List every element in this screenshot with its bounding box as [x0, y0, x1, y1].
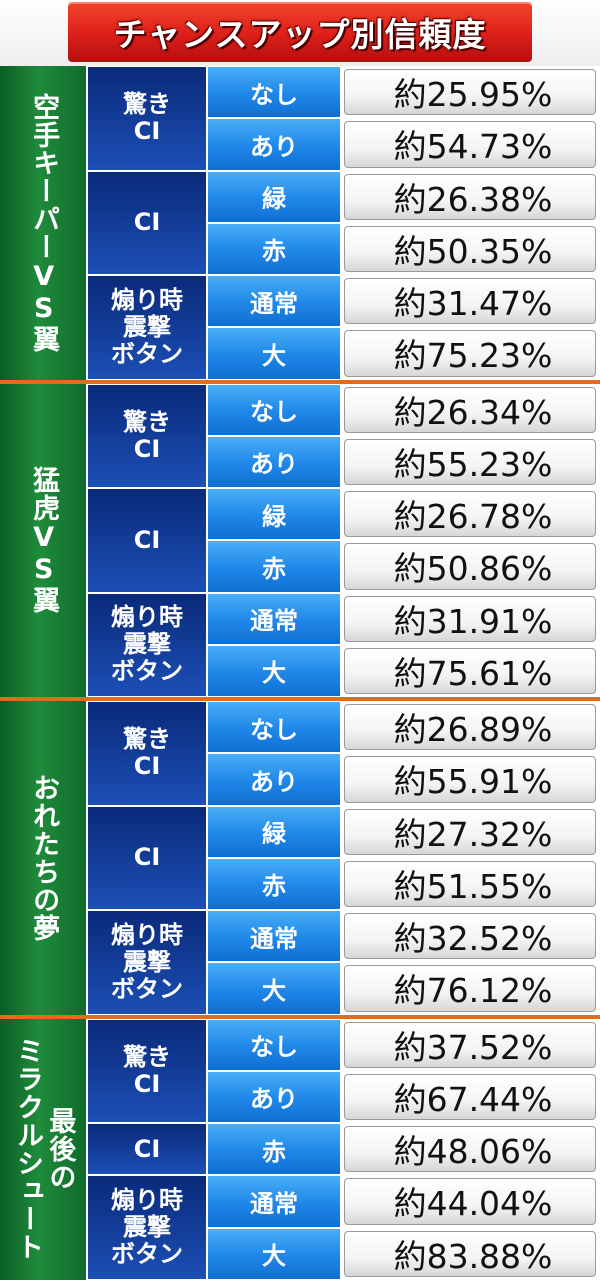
sub-category-cell: CI [88, 489, 206, 592]
option-cell: 大 [208, 328, 340, 379]
value-cell: 約50.35% [344, 225, 596, 272]
option-cell: あり [208, 754, 340, 805]
value-cell: 約26.38% [344, 173, 596, 220]
value-cell: 約50.86% [344, 543, 596, 590]
value-cell: 約25.95% [344, 69, 596, 116]
option-cell: 通常 [208, 1176, 340, 1227]
value-cell: 約75.23% [344, 330, 596, 377]
sub-category-cell: CI [88, 171, 206, 274]
option-cell: 緑 [208, 489, 340, 540]
option-cell: 緑 [208, 806, 340, 857]
sub-category-cell: 驚き CI [88, 67, 206, 170]
option-cell: あり [208, 119, 340, 170]
option-cell: 赤 [208, 223, 340, 274]
sub-category-cell: 煽り時 震撃 ボタン [88, 276, 206, 379]
value-cell: 約54.73% [344, 121, 596, 168]
option-cell: なし [208, 702, 340, 753]
sub-category-cell: 煽り時 震撃 ボタン [88, 1176, 206, 1279]
option-cell: 緑 [208, 171, 340, 222]
section-divider [0, 1014, 600, 1019]
sub-category-cell: 驚き CI [88, 1019, 206, 1122]
value-cell: 約48.06% [344, 1126, 596, 1173]
option-cell: 大 [208, 645, 340, 696]
value-cell: 約55.23% [344, 438, 596, 485]
option-cell: あり [208, 1071, 340, 1122]
option-cell: 通常 [208, 276, 340, 327]
option-cell: なし [208, 1019, 340, 1070]
value-cell: 約51.55% [344, 860, 596, 907]
value-cell: 約44.04% [344, 1178, 596, 1225]
option-cell: 赤 [208, 858, 340, 909]
option-cell: 通常 [208, 593, 340, 644]
section-divider [0, 379, 600, 384]
section-label-cell: おれたちの夢 [0, 701, 86, 1015]
sub-category-cell: 煽り時 震撃 ボタン [88, 593, 206, 696]
section-label-cell: 最後の ミラクルシュート [0, 1018, 86, 1280]
sub-category-cell: 驚き CI [88, 702, 206, 805]
option-cell: なし [208, 384, 340, 435]
value-cell: 約26.78% [344, 491, 596, 538]
option-cell: 赤 [208, 541, 340, 592]
section-name: 空手キーパーVS翼 [28, 92, 60, 353]
section-divider [0, 697, 600, 701]
section-name-line: 最後の [44, 1107, 76, 1192]
section-label-cell: 猛虎VS翼 [0, 383, 86, 697]
section-name: 猛虎VS翼 [28, 466, 60, 615]
page-title: チャンスアップ別信頼度 [113, 15, 487, 54]
option-cell: 通常 [208, 911, 340, 962]
sub-category-cell: 驚き CI [88, 384, 206, 487]
option-cell: 赤 [208, 1124, 340, 1175]
value-cell: 約26.89% [344, 704, 596, 751]
option-cell: 大 [208, 963, 340, 1014]
section-name: おれたちの夢 [28, 773, 60, 942]
title-bar: チャンスアップ別信頼度 [0, 0, 600, 66]
value-cell: 約67.44% [344, 1073, 596, 1120]
value-cell: 約55.91% [344, 756, 596, 803]
sub-category-cell: CI [88, 1124, 206, 1175]
value-cell: 約32.52% [344, 913, 596, 960]
value-cell: 約76.12% [344, 965, 596, 1012]
value-cell: 約75.61% [344, 647, 596, 694]
sub-category-cell: CI [88, 806, 206, 909]
title-plate: チャンスアップ別信頼度 [68, 2, 532, 62]
section-name-line: ミラクルシュート [12, 1037, 43, 1262]
section-label-cell: 空手キーパーVS翼 [0, 66, 86, 380]
value-cell: 約27.32% [344, 808, 596, 855]
option-cell: あり [208, 436, 340, 487]
value-cell: 約31.47% [344, 278, 596, 325]
option-cell: 大 [208, 1228, 340, 1279]
value-cell: 約26.34% [344, 386, 596, 433]
value-cell: 約31.91% [344, 595, 596, 642]
sub-category-cell: 煽り時 震撃 ボタン [88, 911, 206, 1014]
value-cell: 約37.52% [344, 1021, 596, 1068]
reliability-table: 空手キーパーVS翼 驚き CI CI 煽り時 震撃 ボタン なし 約25.95% あり 約54… [0, 66, 600, 1280]
option-cell: なし [208, 67, 340, 118]
value-cell: 約83.88% [344, 1230, 596, 1277]
